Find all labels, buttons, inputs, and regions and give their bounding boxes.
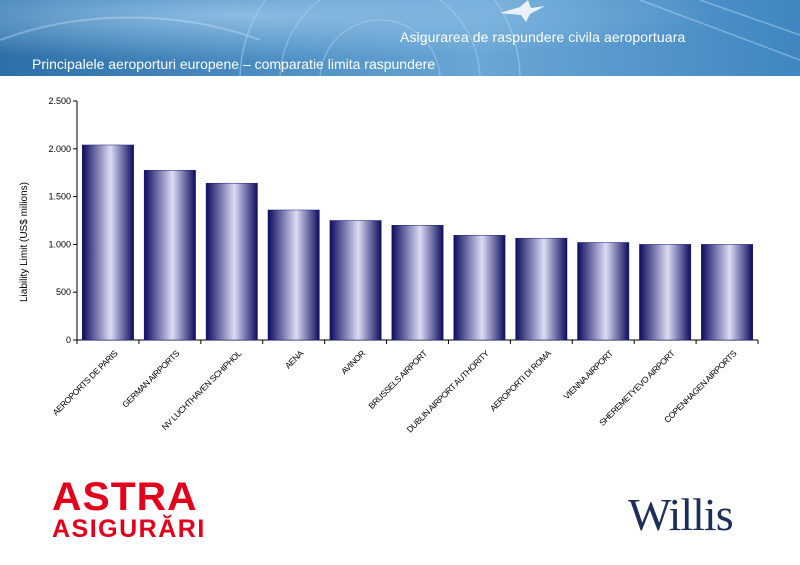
y-tick-label: 1.500 [48,192,71,202]
bar [453,235,506,341]
y-tick-labels: 0 500 1.000 1.500 2.000 2.500 [48,96,71,345]
y-tick-label: 500 [56,287,71,297]
bar [701,244,753,341]
chart-bars [82,144,753,341]
x-tick-label: COPENHAGEN AIRPORTS [662,348,739,425]
airplane-icon [500,0,545,22]
y-tick-label: 2.000 [48,144,71,154]
x-tick-label: AENA [283,348,306,371]
bar [639,244,692,341]
header-banner: Asigurarea de raspundere civila aeroport… [0,0,800,76]
x-tick-label: AEROPORTI DI ROMA [488,348,553,413]
bar [267,209,320,341]
banner-graphic [0,0,800,76]
astra-logo-line2: ASIGURĂRI [52,515,206,543]
bar [143,170,196,341]
x-tick-label: GERMAN AIRPORTS [120,348,182,410]
x-tick-label: AEROPORTS DE PARIS [50,348,119,417]
bar [82,144,134,341]
bar [515,237,568,341]
y-tick-label: 2.500 [48,96,71,106]
page-title: Principalele aeroporturi europene – comp… [32,56,436,72]
bar [391,225,444,341]
astra-logo: ASTRA ASIGURĂRI [52,475,206,543]
bar-chart: 0 500 1.000 1.500 2.000 2.500 AEROPORTS DE PA… [19,96,759,435]
x-tick-label: VIENNA AIRPORT [562,348,615,401]
x-tick-label: AVINOR [339,348,367,376]
header-subtitle: Asigurarea de raspundere civila aeroport… [400,29,686,45]
bar [205,182,258,341]
x-tick-label: BRUSSELS AIRPORT [366,348,429,411]
y-tick-label: 1.000 [48,239,71,249]
y-axis-label: Liability Limit (US$ milions) [19,182,30,302]
bar [577,242,630,341]
astra-logo-line1: ASTRA [52,475,198,519]
y-tick-label: 0 [66,335,71,345]
bar [329,220,382,341]
willis-logo: Willis [628,489,734,540]
